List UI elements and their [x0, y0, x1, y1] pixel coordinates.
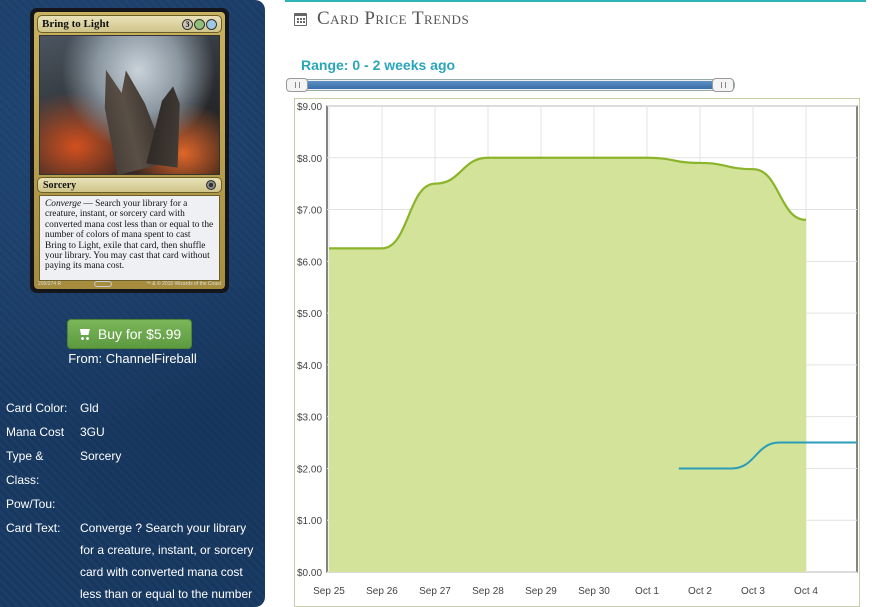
green-mana-icon	[194, 18, 205, 30]
accent-divider	[285, 0, 866, 2]
y-tick-label: $9.00	[297, 102, 322, 113]
shopping-cart-icon	[78, 328, 92, 340]
range-slider[interactable]	[286, 78, 735, 92]
property-value: Converge ? Search your library for a cre…	[80, 521, 254, 601]
property-label: Pow/Tou:	[6, 497, 56, 511]
card-properties: Card Color: Gld Mana Cost 3GU Type & Cla…	[6, 396, 261, 607]
artist-brush-icon	[94, 281, 113, 287]
property-label: Type & Class:	[6, 449, 44, 487]
price-chart: $0.00 $1.00 $2.00 $3.00 $4.00 $5.00 $6.00 $7.00…	[294, 98, 860, 607]
calendar-icon	[294, 12, 307, 26]
property-row-mana-cost: Mana Cost 3GU	[6, 420, 261, 444]
range-handle-end[interactable]	[712, 78, 734, 92]
range-slider-fill	[298, 81, 723, 89]
range-handle-start[interactable]	[286, 78, 308, 92]
y-tick-label: $7.00	[297, 206, 322, 217]
card-rules-text: — Search your library for a creature, in…	[45, 199, 214, 272]
property-value: Gld	[80, 401, 99, 415]
card-rules-textbox: Converge — Search your library for a cre…	[39, 195, 220, 281]
section-header: Card Price Trends	[294, 8, 469, 30]
price-series-line	[328, 156, 807, 250]
property-row-type: Type & Class: Sorcery	[6, 444, 261, 492]
foil-price-series-line	[678, 441, 857, 470]
card-title-bar: Bring to Light 3	[37, 15, 222, 33]
property-value: Sorcery	[80, 449, 122, 463]
property-value: 3GU	[80, 425, 105, 439]
card-name: Bring to Light	[42, 18, 110, 30]
card-image: Bring to Light 3 Sorcery Converge — Sear…	[30, 8, 229, 293]
y-tick-label: $5.00	[297, 309, 322, 320]
property-label: Mana Cost	[6, 425, 65, 439]
x-tick-label: Oct 3	[741, 586, 765, 597]
range-label: Range: 0 - 2 weeks ago	[301, 57, 456, 73]
property-label: Card Text:	[6, 521, 61, 535]
card-artwork	[39, 35, 220, 175]
x-tick-label: Sep 30	[578, 586, 610, 597]
x-tick-label: Sep 26	[366, 586, 398, 597]
card-type-line: Sorcery	[43, 179, 77, 191]
x-tick-label: Sep 29	[525, 586, 557, 597]
buy-button-label: Buy for $5.99	[97, 326, 182, 342]
y-tick-label: $6.00	[297, 257, 322, 268]
card-frame: Bring to Light 3 Sorcery Converge — Sear…	[34, 12, 225, 289]
card-type-bar: Sorcery	[37, 177, 222, 193]
y-tick-label: $1.00	[297, 516, 322, 527]
y-tick-label: $0.00	[297, 568, 322, 579]
x-tick-label: Oct 4	[794, 586, 818, 597]
x-tick-label: Oct 2	[688, 586, 712, 597]
x-tick-label: Oct 1	[635, 586, 659, 597]
mana-cost-symbols: 3	[182, 18, 217, 30]
y-tick-label: $4.00	[297, 361, 322, 372]
y-tick-label: $2.00	[297, 464, 322, 475]
set-symbol-icon	[206, 180, 216, 190]
collector-number: 209/274 R	[38, 281, 62, 287]
card-sidebar: Bring to Light 3 Sorcery Converge — Sear…	[0, 0, 265, 607]
section-title: Card Price Trends	[317, 8, 470, 29]
property-row-pow-tou: Pow/Tou:	[6, 492, 261, 516]
property-label: Card Color:	[6, 401, 68, 415]
y-tick-label: $8.00	[297, 154, 322, 165]
seller-text: From: ChannelFireball	[68, 351, 197, 366]
generic-mana-icon: 3	[182, 18, 193, 30]
card-footer: 209/274 R ™ & © 2015 Wizards of the Coas…	[38, 280, 221, 288]
property-row-color: Card Color: Gld	[6, 396, 261, 420]
x-tick-label: Sep 25	[313, 586, 345, 597]
property-value	[80, 492, 261, 516]
y-tick-label: $3.00	[297, 413, 322, 424]
blue-mana-icon	[206, 18, 217, 30]
property-row-card-text: Card Text: Converge ? Search your librar…	[6, 516, 261, 607]
buy-button[interactable]: Buy for $5.99	[67, 319, 192, 349]
x-tick-label: Sep 28	[472, 586, 504, 597]
x-tick-label: Sep 27	[419, 586, 451, 597]
card-rules-keyword: Converge	[45, 199, 82, 209]
price-chart-svg: $0.00 $1.00 $2.00 $3.00 $4.00 $5.00 $6.00 $7.00…	[297, 102, 858, 597]
copyright-text: ™ & © 2015 Wizards of the Coast	[145, 281, 221, 287]
